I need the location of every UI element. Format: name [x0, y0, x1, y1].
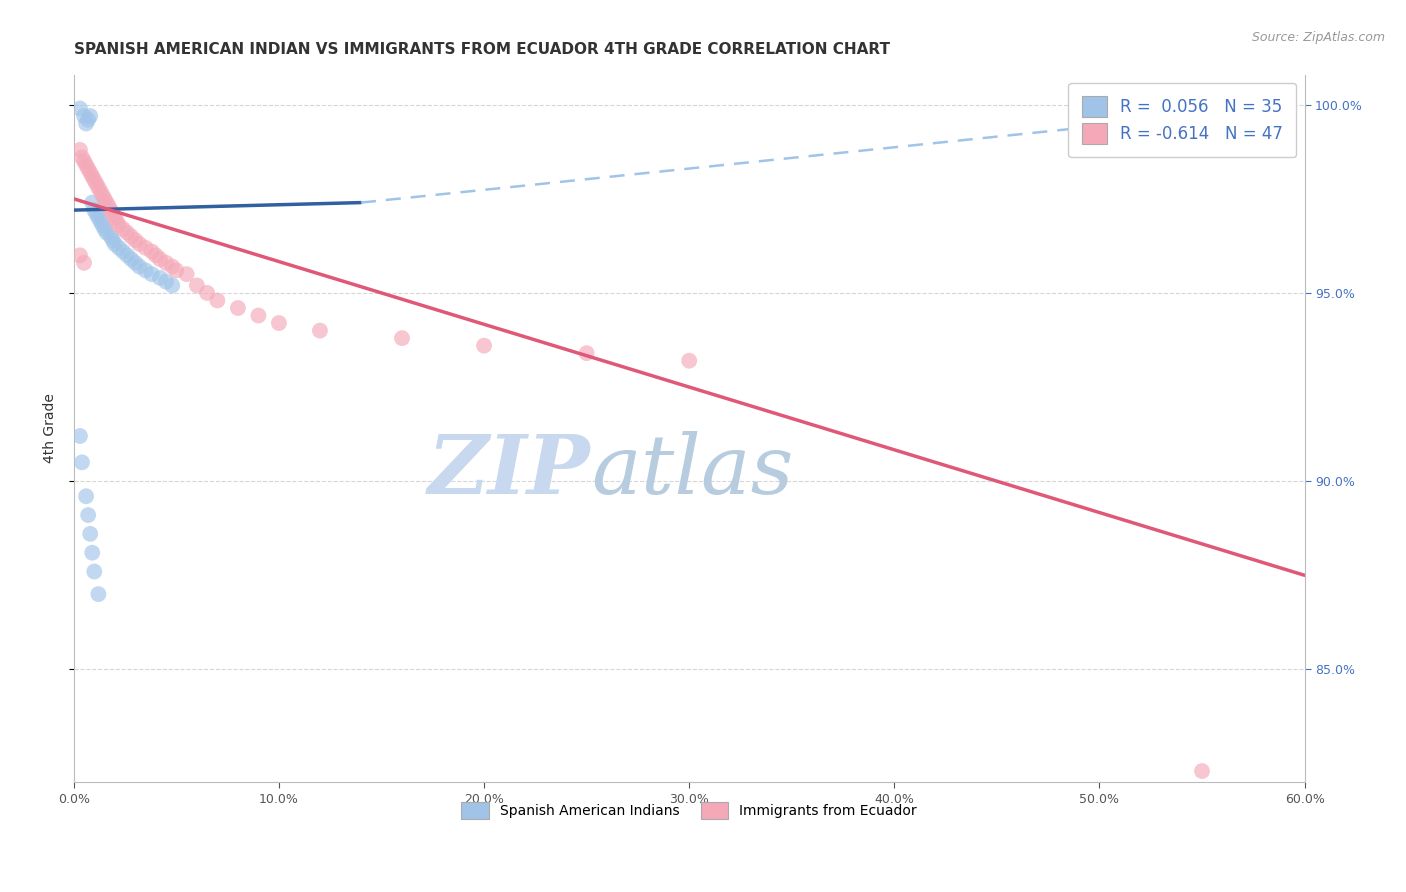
Point	[93, 222, 115, 236]
Text: SPANISH AMERICAN INDIAN VS IMMIGRANTS FROM ECUADOR 4TH GRADE CORRELATION CHART: SPANISH AMERICAN INDIAN VS IMMIGRANTS FR…	[73, 42, 890, 57]
Point	[145, 248, 167, 262]
Point	[128, 237, 150, 252]
Text: atlas: atlas	[591, 431, 793, 511]
Point	[86, 207, 108, 221]
Point	[247, 309, 270, 323]
Point	[165, 263, 187, 277]
Point	[105, 214, 128, 228]
Point	[86, 177, 108, 191]
Point	[87, 587, 110, 601]
Point	[75, 116, 97, 130]
Point	[77, 112, 100, 127]
Point	[100, 203, 122, 218]
Point	[195, 285, 218, 300]
Point	[87, 180, 110, 194]
Point	[96, 195, 118, 210]
Point	[91, 218, 114, 232]
Point	[79, 527, 101, 541]
Point	[472, 338, 495, 352]
Point	[77, 161, 100, 176]
Point	[73, 109, 96, 123]
Point	[75, 489, 97, 503]
Point	[101, 207, 124, 221]
Point	[101, 233, 124, 247]
Point	[79, 109, 101, 123]
Point	[69, 143, 91, 157]
Point	[186, 278, 208, 293]
Point	[96, 226, 118, 240]
Point	[1191, 764, 1213, 778]
Point	[391, 331, 413, 345]
Point	[93, 192, 115, 206]
Point	[83, 173, 105, 187]
Point	[120, 229, 142, 244]
Point	[115, 226, 138, 240]
Point	[111, 244, 134, 259]
Point	[108, 241, 131, 255]
Point	[75, 158, 97, 172]
Point	[155, 256, 177, 270]
Point	[108, 218, 131, 232]
Point	[82, 546, 104, 560]
Point	[141, 244, 163, 259]
Point	[89, 214, 111, 228]
Point	[87, 211, 110, 225]
Point	[83, 565, 105, 579]
Point	[70, 455, 93, 469]
Point	[115, 248, 138, 262]
Point	[176, 267, 198, 281]
Point	[73, 154, 96, 169]
Point	[89, 184, 111, 198]
Point	[104, 211, 127, 225]
Point	[162, 260, 184, 274]
Point	[104, 237, 127, 252]
Point	[82, 195, 104, 210]
Text: Source: ZipAtlas.com: Source: ZipAtlas.com	[1251, 31, 1385, 45]
Point	[135, 263, 157, 277]
Point	[309, 324, 332, 338]
Point	[135, 241, 157, 255]
Y-axis label: 4th Grade: 4th Grade	[44, 393, 58, 464]
Point	[149, 271, 172, 285]
Point	[128, 260, 150, 274]
Point	[149, 252, 172, 266]
Point	[69, 248, 91, 262]
Point	[100, 229, 122, 244]
Point	[83, 203, 105, 218]
Point	[97, 199, 120, 213]
Point	[91, 188, 114, 202]
Point	[111, 222, 134, 236]
Point	[69, 102, 91, 116]
Point	[141, 267, 163, 281]
Point	[226, 301, 249, 315]
Point	[82, 169, 104, 184]
Point	[77, 508, 100, 522]
Point	[678, 353, 700, 368]
Point	[70, 150, 93, 164]
Text: ZIP: ZIP	[427, 431, 591, 511]
Point	[69, 429, 91, 443]
Point	[155, 275, 177, 289]
Point	[124, 233, 146, 247]
Legend: Spanish American Indians, Immigrants from Ecuador: Spanish American Indians, Immigrants fro…	[456, 797, 922, 825]
Point	[120, 252, 142, 266]
Point	[207, 293, 229, 308]
Point	[267, 316, 290, 330]
Point	[124, 256, 146, 270]
Point	[575, 346, 598, 360]
Point	[162, 278, 184, 293]
Point	[79, 165, 101, 179]
Point	[73, 256, 96, 270]
